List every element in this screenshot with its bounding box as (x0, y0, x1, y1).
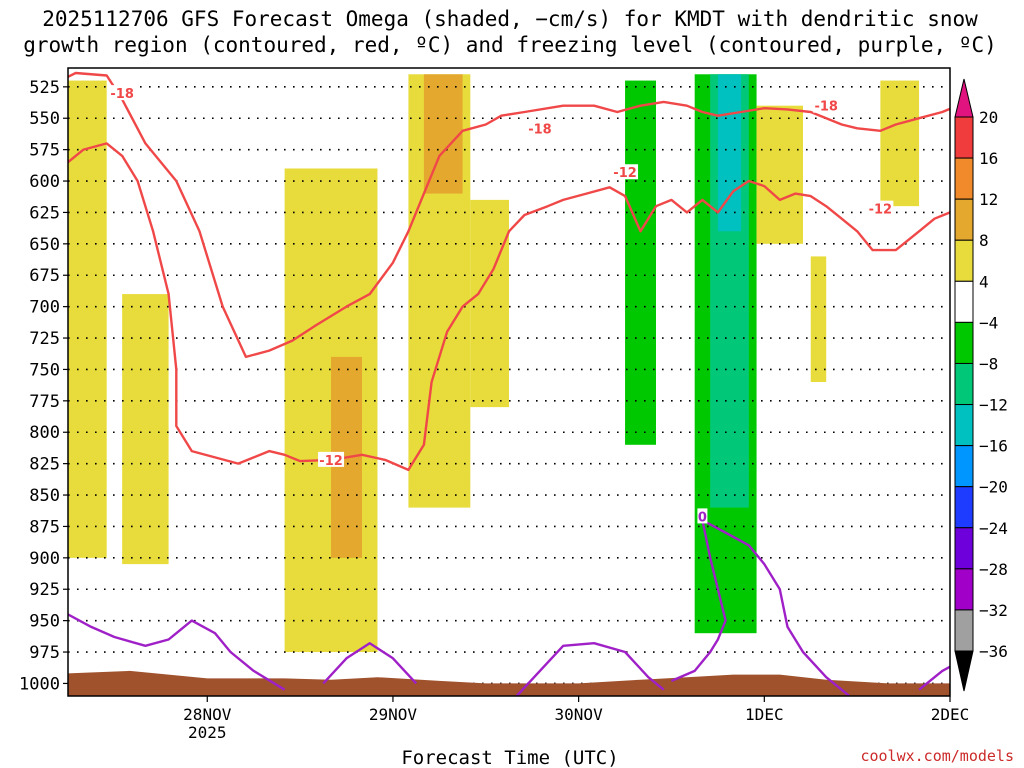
colorbar-bin-13 (954, 609, 974, 652)
colorbar-bin-10 (954, 486, 974, 529)
y-tick-label-550: 550 (29, 109, 60, 129)
omega-region-6 (470, 199, 509, 408)
credit-text: coolwx.com/models (860, 747, 1014, 765)
contour-label-11: 0 (698, 510, 707, 525)
y-tick-label-650: 650 (29, 235, 60, 255)
contour-label-bg-1 (526, 120, 553, 136)
colorbar-tick-8: −16 (979, 437, 1008, 456)
omega-shading (68, 74, 1024, 653)
y-tick-label-600: 600 (29, 172, 60, 192)
omega-region-14 (1004, 74, 1024, 382)
y-tick-label-775: 775 (29, 392, 60, 412)
omega-region-7 (625, 80, 656, 445)
plot-frame (67, 67, 951, 697)
y-tick-label-1000: 1000 (19, 674, 60, 694)
colorbar-arrow-top (954, 78, 974, 118)
x-axis-ticks: 28NOV202529NOV30NOV1DEC2DEC3DEC4DEC (183, 696, 970, 742)
colorbar-tick-9: −20 (979, 478, 1008, 497)
colorbar-bin-3 (954, 198, 974, 241)
terrain-fill (68, 670, 950, 696)
contour-label-bg-5 (612, 164, 639, 180)
contour-freezing_level_0-6 (918, 665, 950, 691)
colorbar-tick-13: −36 (979, 642, 1008, 661)
omega-region-1 (122, 294, 169, 565)
colorbar-bin-4 (954, 239, 974, 282)
contour-label-bg-0 (109, 85, 136, 101)
chart-title-line1: 2025112706 GFS Forecast Omega (shaded, −… (42, 7, 978, 31)
colorbar-bin-2 (954, 157, 974, 200)
contour-freezing_level_0-2 (68, 613, 286, 691)
colorbar-bin-12 (954, 568, 974, 611)
y-tick-label-875: 875 (29, 517, 60, 537)
colorbar-tick-2: 12 (979, 190, 998, 209)
y-tick-label-850: 850 (29, 486, 60, 506)
omega-region-11 (756, 105, 803, 244)
contour-freezing_level_0-5 (671, 519, 851, 696)
chart-title-line2: growth region (contoured, red, ºC) and f… (23, 33, 997, 57)
y-tick-label-900: 900 (29, 549, 60, 569)
colorbar-tick-12: −32 (979, 601, 1008, 620)
colorbar-bin-7 (954, 362, 974, 406)
x-tick-label-1DEC: 1DEC (745, 705, 784, 724)
y-tick-label-925: 925 (29, 580, 60, 600)
colorbar-bin-9 (954, 445, 974, 488)
colorbar-arrow-bottom (954, 650, 974, 692)
colorbar-tick-7: −12 (979, 396, 1008, 415)
colorbar-tick-1: 16 (979, 149, 998, 168)
x-axis-title: Forecast Time (UTC) (401, 747, 618, 768)
colorbar-bin-1 (954, 116, 974, 159)
contour-label-5: -12 (613, 166, 637, 181)
contour-freezing_level_0-3 (322, 642, 418, 685)
x-tick-label-2DEC: 2DEC (931, 705, 970, 724)
colorbar-tick-0: 20 (979, 108, 998, 127)
contour-lines (68, 71, 950, 696)
colorbar-tick-5: −4 (979, 313, 998, 332)
y-tick-label-750: 750 (29, 360, 60, 380)
y-tick-label-825: 825 (29, 455, 60, 475)
colorbar-tick-6: −8 (979, 354, 998, 373)
contour-dgz_minus18-0 (68, 71, 950, 359)
contour-label-bg-11 (697, 508, 708, 524)
x-tick-label-30NOV: 30NOV (555, 705, 604, 724)
colorbar-tick-11: −28 (979, 560, 1008, 579)
contour-label-6: -12 (869, 203, 893, 218)
y-tick-label-675: 675 (29, 266, 60, 286)
x-tick-label-29NOV: 29NOV (369, 705, 418, 724)
contour-label-10: -12 (319, 454, 343, 469)
colorbar-bin-6 (954, 321, 974, 364)
contour-dgz_minus12-1 (68, 142, 950, 472)
y-axis-ticks: 525 550 575 600 625 650 675 700 725 750 775 800 825 8… (19, 78, 68, 694)
omega-region-0 (68, 80, 107, 558)
y-tick-label-700: 700 (29, 298, 60, 318)
contour-label-2: -18 (814, 100, 838, 115)
colorbar-bin-8 (954, 404, 974, 447)
y-tick-label-725: 725 (29, 329, 60, 349)
colorbar-tick-4: 4 (979, 272, 989, 291)
colorbar-bin-5 (954, 280, 974, 323)
y-tick-label-800: 800 (29, 423, 60, 443)
omega-region-5 (423, 74, 463, 194)
contour-label-bg-10 (318, 451, 345, 467)
y-tick-label-625: 625 (29, 203, 60, 223)
colorbar: 20 16 12 8 4 −4 −8 −12 −16 −20 −24 −28 −32 −36 (954, 78, 1008, 692)
contour-label-bg-2 (813, 97, 840, 113)
y-tick-label-575: 575 (29, 141, 60, 161)
y-tick-label-975: 975 (29, 643, 60, 663)
colorbar-tick-3: 8 (979, 231, 989, 250)
colorbar-tick-10: −24 (979, 519, 1008, 538)
contour-freezing_level_0-4 (515, 642, 665, 696)
y-tick-label-525: 525 (29, 78, 60, 98)
colorbar-bin-11 (954, 527, 974, 570)
terrain-surface (68, 670, 950, 696)
contour-label-0: -18 (110, 87, 134, 102)
contour-labels: -18-18-18-18-18-12-12-12-12-12-12000 (109, 85, 894, 525)
omega-region-13 (880, 80, 920, 207)
x-tick-label-28NOV: 28NOV (183, 705, 232, 724)
x-tick-sublabel-28NOV: 2025 (188, 723, 227, 742)
contour-label-1: -18 (528, 122, 552, 137)
contour-label-bg-6 (867, 200, 894, 216)
omega-region-12 (810, 256, 827, 382)
y-tick-label-950: 950 (29, 612, 60, 632)
